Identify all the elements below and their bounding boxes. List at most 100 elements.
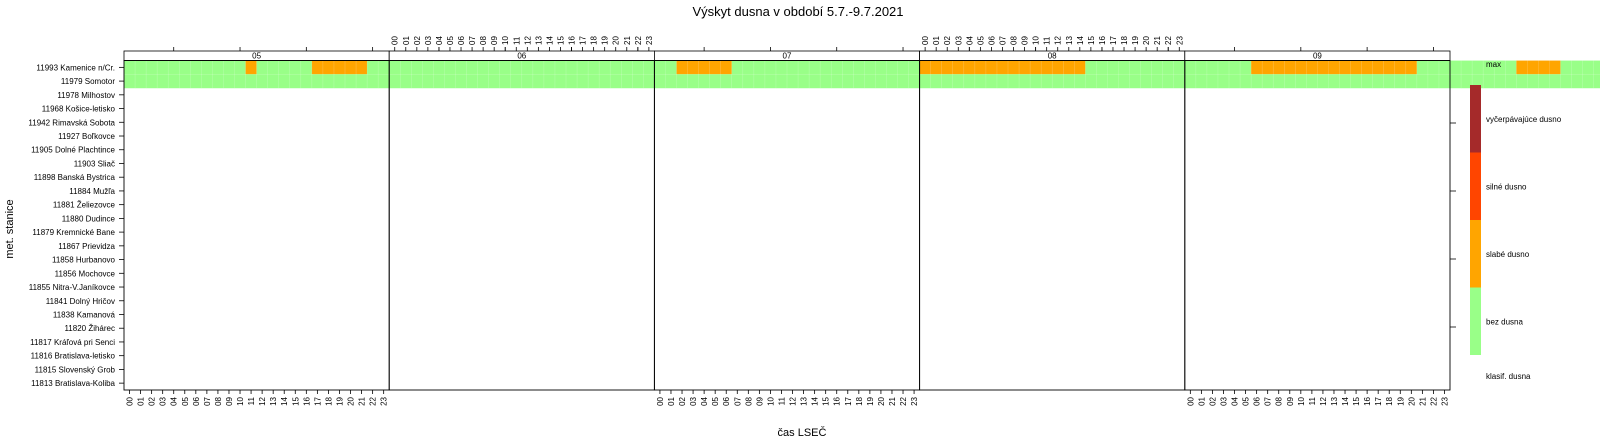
- heatmap-cell: [853, 60, 865, 75]
- day-strip-label: 09: [1313, 52, 1322, 61]
- heatmap-cell: [808, 73, 821, 89]
- heatmap-cell: [1206, 60, 1219, 75]
- heatmap-cell: [1394, 73, 1407, 89]
- hour-tick-label: 17: [1374, 396, 1383, 405]
- heatmap-cell: [477, 73, 490, 89]
- heatmap-cell: [366, 60, 379, 75]
- hour-tick-label: 17: [1109, 36, 1118, 45]
- heatmap-cell: [1096, 60, 1109, 75]
- heatmap-cell: [1339, 60, 1352, 75]
- hour-tick-label: 06: [457, 36, 466, 45]
- heatmap-cell: [1416, 73, 1429, 89]
- heatmap-cell: [1593, 73, 1600, 89]
- heatmap-cell: [985, 73, 998, 89]
- legend-swatch: [1470, 287, 1481, 355]
- hour-tick-label: 21: [1153, 36, 1162, 45]
- heatmap-cell: [764, 60, 777, 75]
- heatmap-cell: [488, 60, 501, 75]
- heatmap-cell: [245, 60, 258, 75]
- heatmap-cell: [1184, 73, 1197, 89]
- heatmap-cell: [212, 73, 225, 89]
- heatmap-cell: [709, 73, 722, 89]
- heatmap-cell: [1118, 60, 1131, 75]
- heatmap-cell: [808, 60, 821, 75]
- hour-tick-label: 07: [468, 36, 477, 45]
- hour-tick-label: 07: [203, 396, 212, 405]
- heatmap-cell: [632, 60, 644, 75]
- heatmap-cell: [1007, 73, 1020, 89]
- legend-label: vyčerpávajúce dusno: [1486, 115, 1562, 124]
- hour-tick-label: 22: [1429, 396, 1438, 405]
- hour-tick-label: 17: [844, 396, 853, 405]
- heatmap-cell: [333, 60, 346, 75]
- hour-tick-label: 15: [1352, 396, 1361, 405]
- heatmap-cell: [190, 60, 202, 75]
- hour-tick-label: 02: [413, 36, 422, 45]
- hour-tick-label: 22: [899, 396, 908, 405]
- heatmap-cell: [919, 60, 932, 75]
- heatmap-cell: [1250, 73, 1263, 89]
- heatmap-cell: [521, 73, 534, 89]
- hour-tick-label: 23: [1440, 396, 1449, 405]
- heatmap-cell: [179, 73, 191, 89]
- hour-tick-label: 01: [932, 36, 941, 45]
- hour-tick-label: 14: [280, 396, 289, 405]
- heatmap-cell: [786, 60, 799, 75]
- heatmap-cell: [1051, 73, 1064, 89]
- day-panel-frame: [919, 60, 1186, 391]
- hour-tick-label: 00: [391, 36, 400, 45]
- hour-tick-label: 08: [1010, 36, 1019, 45]
- heatmap-cell: [996, 60, 1009, 75]
- heatmap-cell: [985, 60, 998, 75]
- hour-tick-label: 13: [800, 396, 809, 405]
- heatmap-cell: [355, 73, 368, 89]
- heatmap-cell: [201, 60, 214, 75]
- heatmap-cell: [864, 60, 876, 75]
- heatmap-cell: [1295, 73, 1307, 89]
- heatmap-cell: [1350, 60, 1363, 75]
- heatmap-cell: [388, 73, 401, 89]
- heatmap-cell: [1140, 60, 1153, 75]
- hour-tick-label: 23: [1175, 36, 1184, 45]
- heatmap-cell: [621, 60, 633, 75]
- hour-tick-label: 09: [1021, 36, 1030, 45]
- hour-tick-label: 06: [1253, 396, 1262, 405]
- heatmap-cell: [1151, 60, 1164, 75]
- station-label: 11841 Dolný Hričov: [46, 297, 115, 306]
- heatmap-cell: [256, 60, 269, 75]
- heatmap-cell: [532, 73, 545, 89]
- heatmap-cell: [289, 73, 302, 89]
- heatmap-cell: [278, 60, 291, 75]
- heatmap-cell: [1107, 60, 1120, 75]
- heatmap-cell: [897, 60, 910, 75]
- heatmap-cell: [433, 60, 446, 75]
- heatmap-cell: [1328, 60, 1341, 75]
- heatmap-cell: [1593, 60, 1600, 75]
- heatmap-cell: [742, 73, 755, 89]
- hour-tick-label: 02: [678, 396, 687, 405]
- heatmap-cell: [1029, 73, 1042, 89]
- heatmap-cell: [400, 60, 412, 75]
- heatmap-cell: [819, 73, 832, 89]
- station-label: 11838 Kamanová: [53, 310, 116, 319]
- heatmap-cell: [1074, 73, 1086, 89]
- heatmap-cell: [1295, 60, 1307, 75]
- hour-tick-label: 13: [269, 396, 278, 405]
- legend-swatch: [1470, 220, 1481, 288]
- heatmap-cell: [1129, 60, 1142, 75]
- heatmap-cell: [1460, 60, 1473, 75]
- heatmap-cell: [1538, 60, 1551, 75]
- heatmap-cell: [1549, 60, 1562, 75]
- heatmap-cell: [1571, 60, 1584, 75]
- heatmap-cell: [1018, 60, 1031, 75]
- heatmap-cell: [455, 60, 468, 75]
- hour-tick-label: 15: [556, 36, 565, 45]
- heatmap-cell: [930, 60, 943, 75]
- heatmap-cell: [665, 73, 678, 89]
- heatmap-cell: [941, 60, 954, 75]
- hour-tick-label: 11: [777, 396, 786, 405]
- heatmap-cell: [543, 73, 556, 89]
- heatmap-cell: [1217, 60, 1230, 75]
- hour-tick-label: 16: [568, 36, 577, 45]
- heatmap-cell: [1449, 73, 1462, 89]
